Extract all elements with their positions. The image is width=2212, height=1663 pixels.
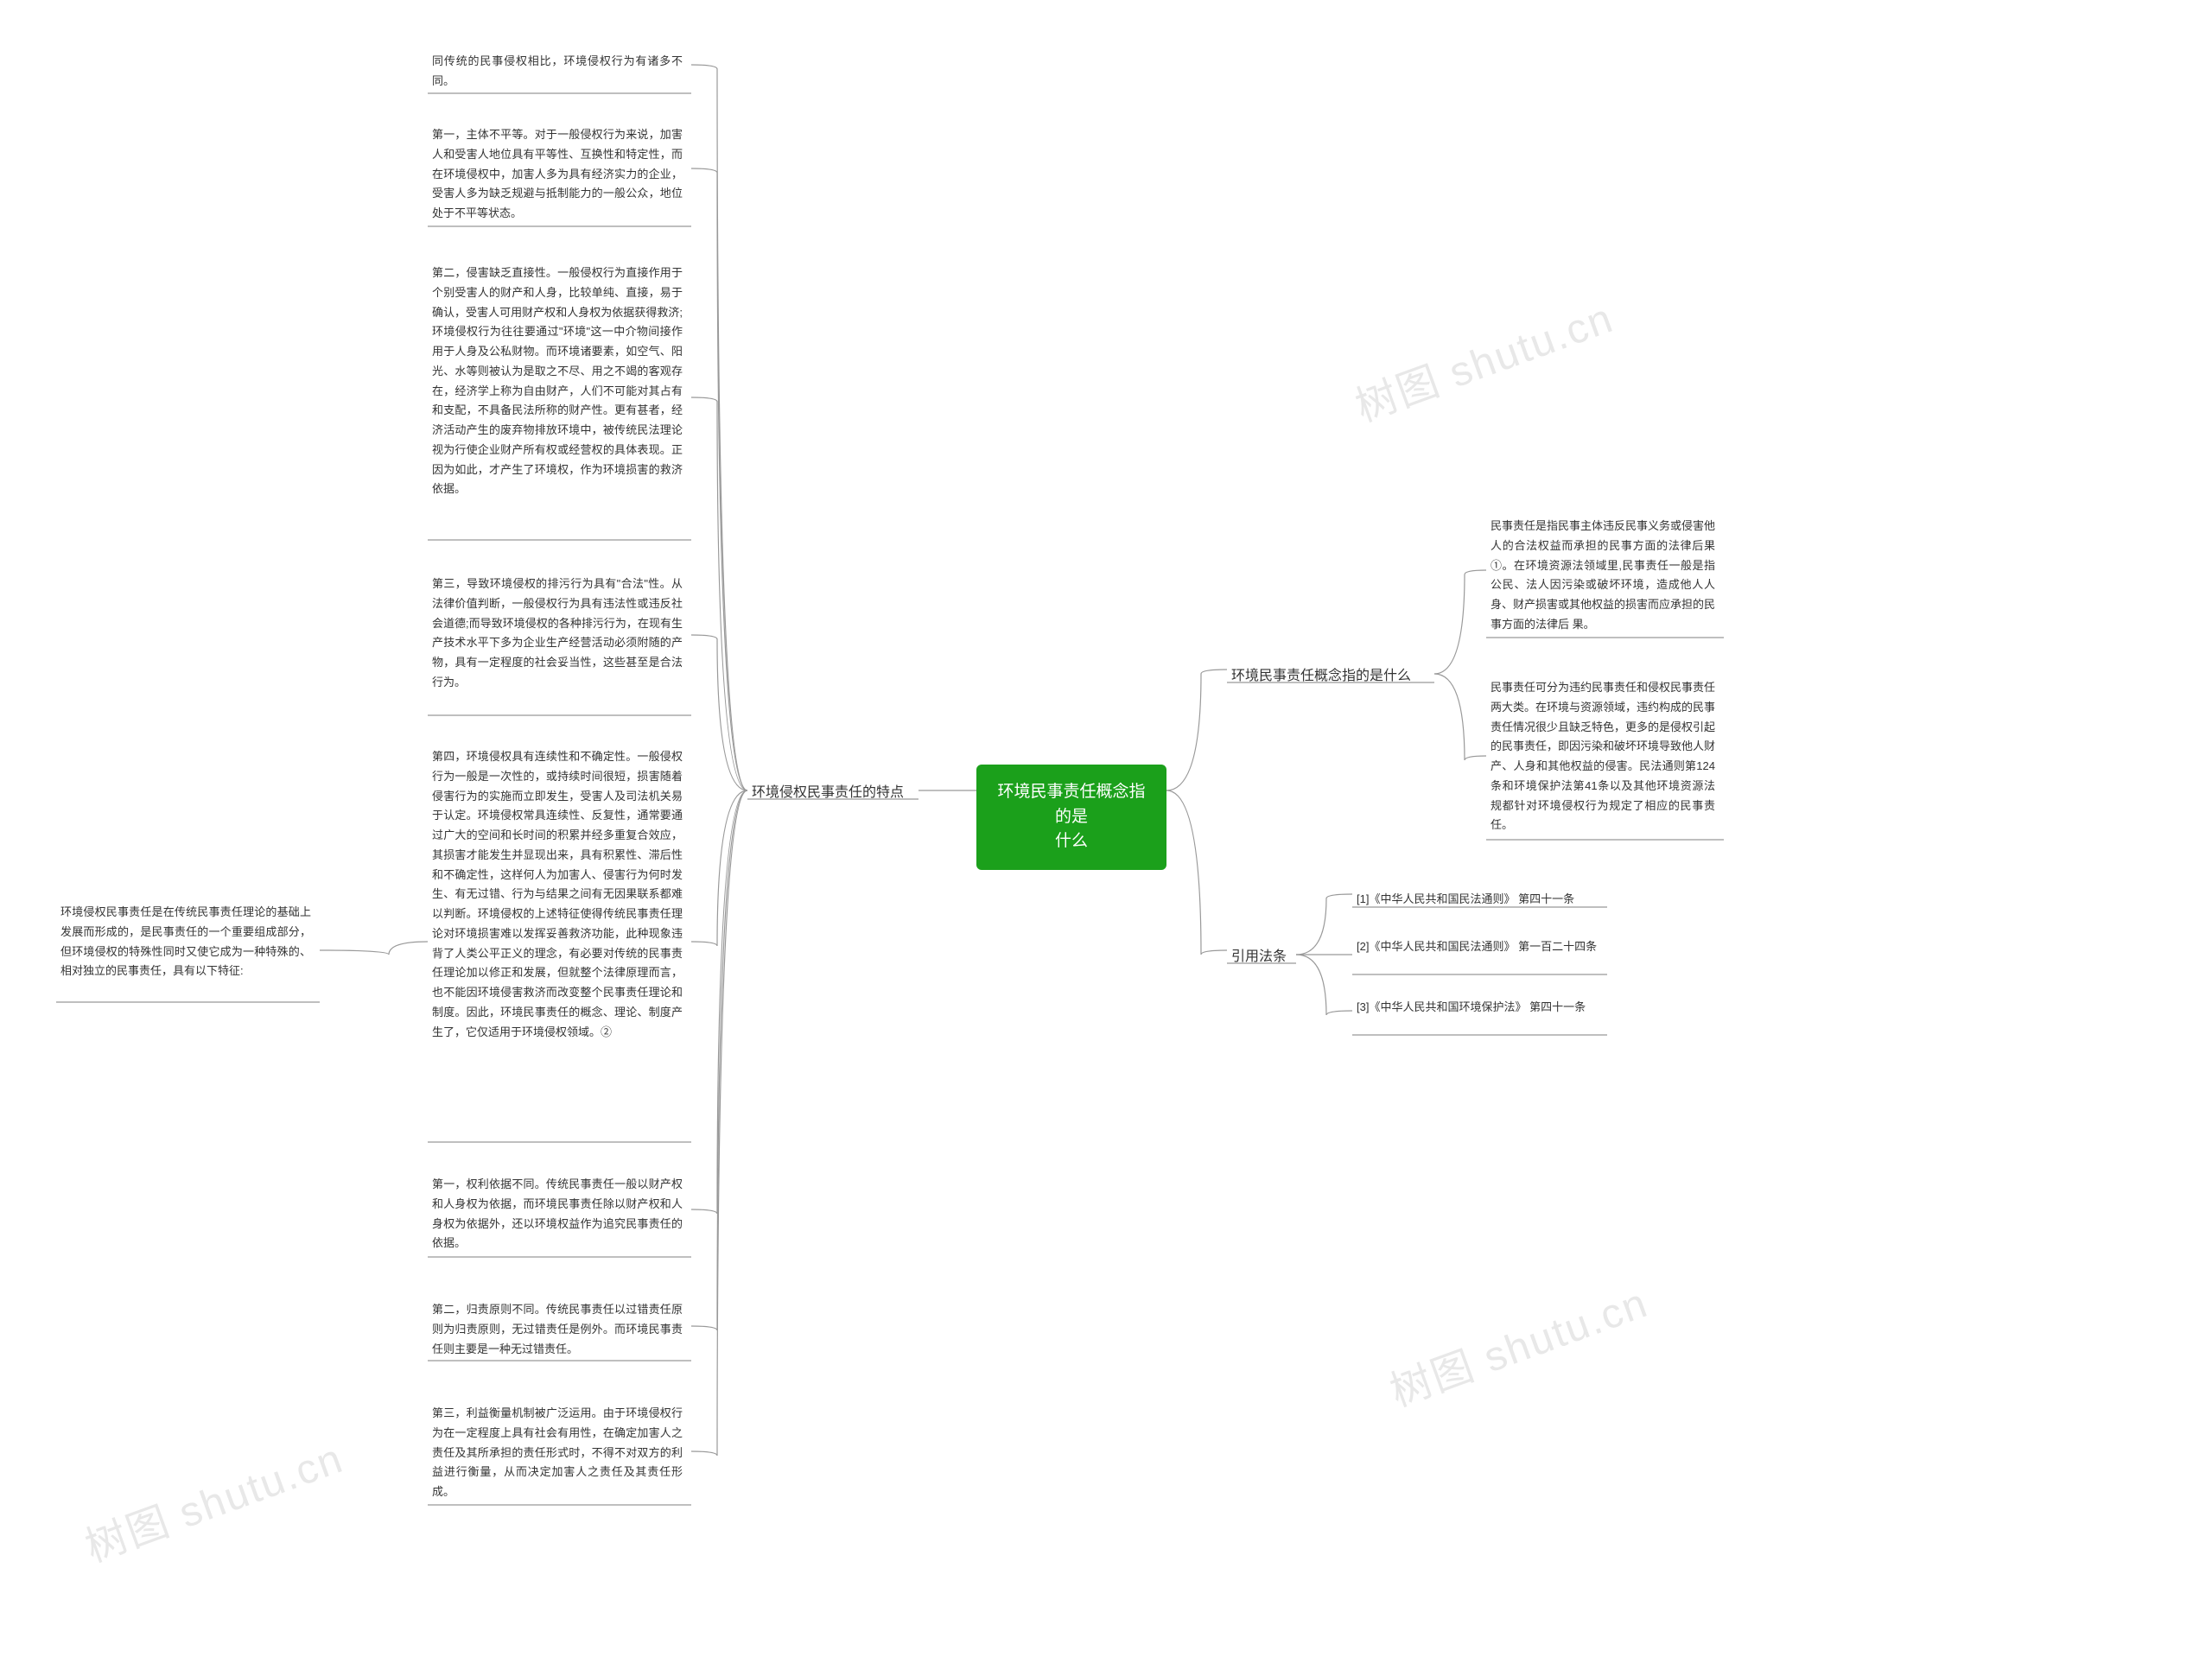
left-node-6[interactable]: 第二，归责原则不同。传统民事责任以过错责任原则为归责原则，无过错责任是例外。而环… [432,1300,683,1359]
left-node-7[interactable]: 第三，利益衡量机制被广泛运用。由于环境侵权行为在一定程度上具有社会有用性，在确定… [432,1404,683,1502]
center-node[interactable]: 环境民事责任概念指的是 什么 [976,765,1166,870]
left-node-0[interactable]: 同传统的民事侵权相比，环境侵权行为有诸多不同。 [432,52,683,92]
right-branch-2-label[interactable]: 引用法条 [1231,944,1287,965]
center-title-line1: 环境民事责任概念指的是 [997,783,1145,826]
center-title-line2: 什么 [1055,832,1088,850]
left-node-4[interactable]: 第四，环境侵权具有连续性和不确定性。一般侵权行为一般是一次性的，或持续时间很短，… [432,747,683,1042]
right-2-node-0[interactable]: [1]《中华人民共和国民法通则》 第四十一条 [1357,890,1607,910]
left-node-5[interactable]: 第一，权利依据不同。传统民事责任一般以财产权和人身权为依据，而环境民事责任除以财… [432,1175,683,1254]
right-2-node-2[interactable]: [3]《中华人民共和国环境保护法》 第四十一条 [1357,998,1607,1018]
right-1-node-1[interactable]: 民事责任可分为违约民事责任和侵权民事责任两大类。在环境与资源领域，违约构成的民事… [1491,678,1715,835]
right-2-node-1[interactable]: [2]《中华人民共和国民法通则》 第一百二十四条 [1357,937,1607,957]
left-node-2[interactable]: 第二，侵害缺乏直接性。一般侵权行为直接作用于个别受害人的财产和人身，比较单纯、直… [432,263,683,499]
left-node-1[interactable]: 第一，主体不平等。对于一般侵权行为来说，加害人和受害人地位具有平等性、互换性和特… [432,125,683,224]
left-branch-label[interactable]: 环境侵权民事责任的特点 [752,780,904,801]
left-node-3[interactable]: 第三，导致环境侵权的排污行为具有"合法"性。从法律价值判断，一般侵权行为具有违法… [432,574,683,693]
right-branch-1-label[interactable]: 环境民事责任概念指的是什么 [1231,663,1411,684]
right-1-node-0[interactable]: 民事责任是指民事主体违反民事义务或侵害他人的合法权益而承担的民事方面的法律后果①… [1491,517,1715,635]
far-left-node[interactable]: 环境侵权民事责任是在传统民事责任理论的基础上发展而形成的，是民事责任的一个重要组… [60,903,311,981]
